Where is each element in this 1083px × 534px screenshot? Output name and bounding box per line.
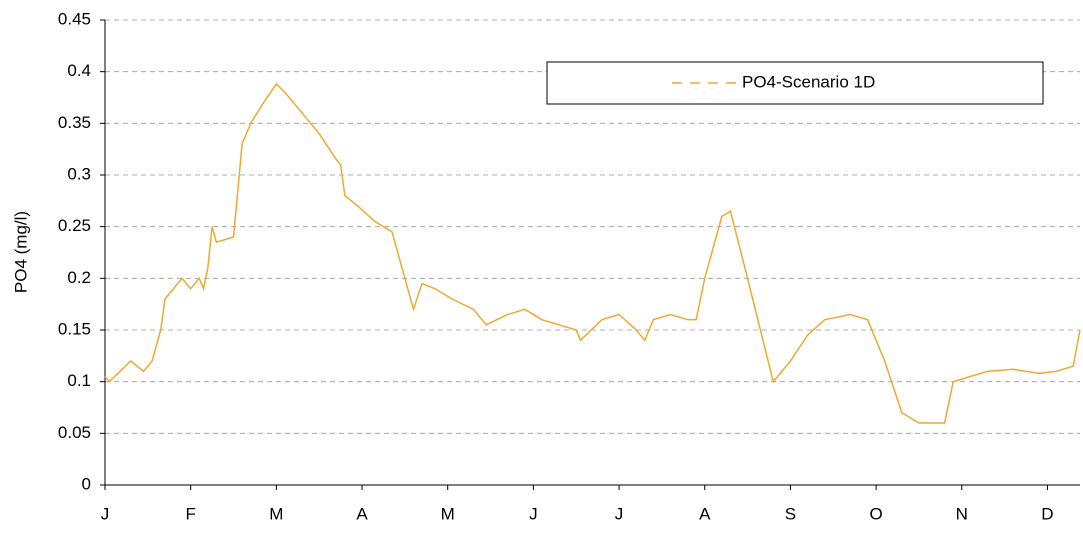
y-tick-label: 0.2	[67, 268, 91, 287]
y-tick-label: 0.25	[58, 216, 91, 235]
x-tick-label: A	[356, 504, 368, 523]
y-tick-label: 0	[82, 474, 91, 493]
y-tick-label: 0.35	[58, 113, 91, 132]
x-tick-label: J	[615, 504, 624, 523]
x-tick-label: M	[269, 504, 283, 523]
x-tick-label: D	[1041, 504, 1053, 523]
y-tick-label: 0.1	[67, 371, 91, 390]
y-tick-label: 0.15	[58, 319, 91, 338]
line	[104, 82, 1081, 424]
x-tick-label: N	[956, 504, 968, 523]
legend-label: PO4-Scenario 1D	[742, 72, 875, 91]
x-tick-label: A	[699, 504, 711, 523]
x-tick-label: O	[869, 504, 882, 523]
legend-box	[546, 61, 1044, 105]
x-tick-label: J	[529, 504, 538, 523]
x-tick-label: M	[441, 504, 455, 523]
y-tick-label: 0.4	[67, 61, 91, 80]
x-tick-label: J	[101, 504, 110, 523]
y-axis-label: PO4 (mg/l)	[11, 211, 30, 293]
x-tick-label: F	[185, 504, 195, 523]
y-tick-label: 0.05	[58, 423, 91, 442]
x-tick-label: S	[785, 504, 796, 523]
y-tick-label: 0.45	[58, 9, 91, 28]
y-tick-label: 0.3	[67, 164, 91, 183]
